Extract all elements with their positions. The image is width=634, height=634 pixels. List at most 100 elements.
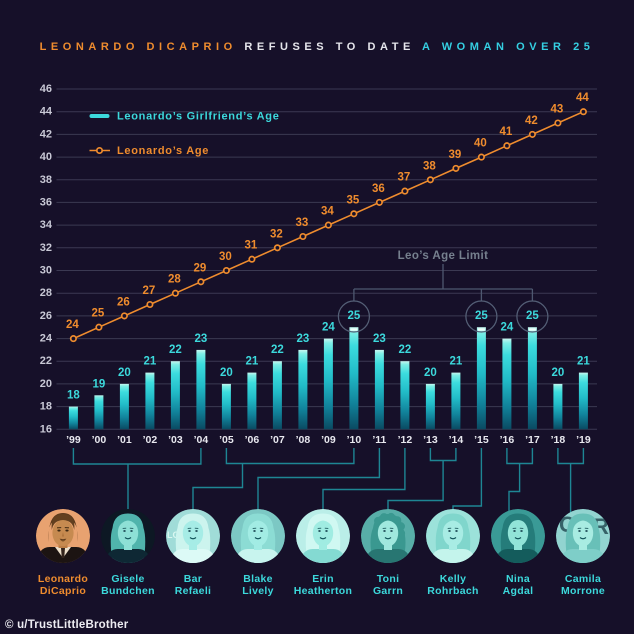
svg-text:25: 25 <box>475 310 488 322</box>
svg-text:’04: ’04 <box>194 434 209 446</box>
svg-text:40: 40 <box>40 151 52 163</box>
svg-text:’13: ’13 <box>423 434 438 446</box>
svg-text:’06: ’06 <box>245 434 260 446</box>
svg-text:25: 25 <box>92 308 105 320</box>
svg-text:Toni: Toni <box>377 573 400 585</box>
svg-text:’19: ’19 <box>576 434 591 446</box>
svg-text:20: 20 <box>40 378 52 390</box>
svg-text:38: 38 <box>40 174 52 186</box>
svg-text:22: 22 <box>40 355 52 367</box>
svg-text:21: 21 <box>450 356 463 368</box>
svg-text:35: 35 <box>347 194 360 206</box>
svg-text:28: 28 <box>168 274 181 286</box>
svg-text:Kelly: Kelly <box>440 573 467 585</box>
svg-text:32: 32 <box>270 228 283 240</box>
svg-text:39: 39 <box>449 149 462 161</box>
svg-text:28: 28 <box>40 287 52 299</box>
svg-text:25: 25 <box>526 310 539 322</box>
svg-text:26: 26 <box>117 296 130 308</box>
svg-text:22: 22 <box>271 344 284 356</box>
svg-text:Bundchen: Bundchen <box>101 585 155 597</box>
svg-text:Blake: Blake <box>243 573 273 585</box>
svg-text:44: 44 <box>40 106 53 118</box>
svg-text:29: 29 <box>194 262 207 274</box>
svg-text:22: 22 <box>169 344 182 356</box>
svg-text:38: 38 <box>423 160 436 172</box>
svg-text:43: 43 <box>551 104 564 116</box>
svg-text:’14: ’14 <box>449 434 464 446</box>
svg-text:36: 36 <box>40 196 52 208</box>
svg-text:20: 20 <box>118 367 131 379</box>
svg-text:30: 30 <box>40 265 52 277</box>
svg-text:21: 21 <box>246 356 259 368</box>
svg-text:19: 19 <box>93 378 106 390</box>
svg-text:’12: ’12 <box>398 434 413 446</box>
svg-text:Refaeli: Refaeli <box>175 585 212 597</box>
svg-text:DiCaprio: DiCaprio <box>40 585 86 597</box>
svg-text:’07: ’07 <box>270 434 285 446</box>
svg-text:23: 23 <box>373 333 386 345</box>
svg-text:41: 41 <box>500 126 513 138</box>
svg-text:22: 22 <box>399 344 412 356</box>
svg-text:’10: ’10 <box>347 434 362 446</box>
svg-text:’99: ’99 <box>66 434 81 446</box>
svg-text:Nina: Nina <box>506 573 530 585</box>
svg-text:20: 20 <box>552 367 565 379</box>
svg-text:’03: ’03 <box>168 434 183 446</box>
svg-text:’11: ’11 <box>372 434 386 446</box>
svg-text:’00: ’00 <box>92 434 107 446</box>
svg-text:Leonardo’s Girlfriend’s Age: Leonardo’s Girlfriend’s Age <box>117 111 280 123</box>
svg-text:26: 26 <box>40 310 52 322</box>
svg-text:24: 24 <box>66 319 79 331</box>
svg-text:16: 16 <box>40 423 52 435</box>
svg-text:’18: ’18 <box>551 434 566 446</box>
svg-text:18: 18 <box>40 401 52 413</box>
svg-text:27: 27 <box>143 285 156 297</box>
svg-text:Bar: Bar <box>184 573 202 585</box>
svg-text:32: 32 <box>40 242 52 254</box>
svg-text:31: 31 <box>245 240 258 252</box>
svg-text:20: 20 <box>220 367 233 379</box>
svg-text:’01: ’01 <box>117 434 132 446</box>
svg-text:’08: ’08 <box>296 434 311 446</box>
svg-text:Garrn: Garrn <box>373 585 403 597</box>
svg-text:’09: ’09 <box>321 434 336 446</box>
svg-text:20: 20 <box>424 367 437 379</box>
svg-text:Rohrbach: Rohrbach <box>427 585 478 597</box>
svg-text:36: 36 <box>372 183 385 195</box>
svg-text:34: 34 <box>40 219 53 231</box>
svg-text:Lively: Lively <box>242 585 274 597</box>
svg-text:’16: ’16 <box>500 434 515 446</box>
svg-text:34: 34 <box>321 206 334 218</box>
svg-text:23: 23 <box>195 333 208 345</box>
svg-text:23: 23 <box>297 333 310 345</box>
svg-text:Agdal: Agdal <box>503 585 534 597</box>
svg-text:37: 37 <box>398 172 411 184</box>
svg-text:Morrone: Morrone <box>561 585 605 597</box>
svg-text:46: 46 <box>40 83 52 95</box>
svg-text:25: 25 <box>348 310 361 322</box>
svg-text:Gisele: Gisele <box>111 573 144 585</box>
svg-text:Leonardo’s Age: Leonardo’s Age <box>117 145 209 157</box>
svg-text:Camila: Camila <box>565 573 601 585</box>
svg-text:30: 30 <box>219 251 232 263</box>
svg-text:24: 24 <box>501 322 514 334</box>
svg-text:33: 33 <box>296 217 309 229</box>
svg-text:Leo’s Age Limit: Leo’s Age Limit <box>398 250 489 262</box>
svg-text:Leonardo: Leonardo <box>38 573 88 585</box>
svg-text:Erin: Erin <box>312 573 334 585</box>
svg-text:’02: ’02 <box>143 434 158 446</box>
svg-text:’15: ’15 <box>474 434 489 446</box>
svg-text:’05: ’05 <box>219 434 234 446</box>
svg-text:24: 24 <box>40 333 53 345</box>
svg-text:’17: ’17 <box>525 434 540 446</box>
svg-text:42: 42 <box>525 115 538 127</box>
svg-text:21: 21 <box>144 356 157 368</box>
svg-text:18: 18 <box>67 390 80 402</box>
svg-text:21: 21 <box>577 356 590 368</box>
svg-text:44: 44 <box>576 92 589 104</box>
svg-text:42: 42 <box>40 128 52 140</box>
svg-text:24: 24 <box>322 322 335 334</box>
svg-text:40: 40 <box>474 138 487 150</box>
svg-text:Heatherton: Heatherton <box>294 585 352 597</box>
